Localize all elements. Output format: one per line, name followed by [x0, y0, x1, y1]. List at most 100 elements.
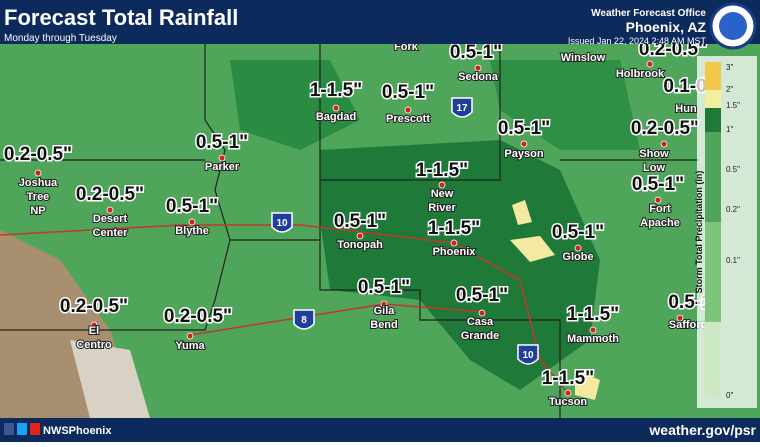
interstate-shield [271, 212, 293, 233]
city-dot [520, 140, 528, 148]
rainfall-amount: 0.5-1" [196, 132, 248, 153]
interstate-number: 17 [456, 103, 468, 114]
city-dot [646, 60, 654, 68]
city-name: Hun [675, 103, 697, 115]
city-dot [438, 181, 446, 189]
rainfall-amount: 1-1.5" [428, 218, 480, 239]
legend-swatch [705, 322, 721, 398]
rainfall-amount: 0.5-1" [552, 222, 604, 243]
legend-label: 0.1" [726, 256, 740, 265]
location: Phoenix, AZ [626, 19, 707, 35]
legend-swatch [705, 62, 721, 90]
city-name: Bagdad [316, 111, 356, 123]
interstate-shield [293, 309, 315, 330]
city-name: River [428, 202, 456, 214]
city-name: Joshua [19, 177, 58, 189]
interstate-shield [451, 97, 473, 118]
city-dot [478, 309, 486, 317]
legend-label: 1.5" [726, 101, 740, 110]
city-name: Bend [370, 319, 398, 331]
city-dot [186, 332, 194, 340]
legend-label: 2" [726, 85, 733, 94]
city-name: Apache [640, 217, 680, 229]
city-name: Tree [27, 191, 50, 203]
city-name: Grande [461, 330, 500, 342]
city-dot [574, 244, 582, 252]
city-dot [34, 169, 42, 177]
desert-terrain [70, 340, 150, 418]
city-dot [404, 106, 412, 114]
interstate-shield [517, 344, 539, 365]
city-name: Casa [467, 316, 494, 328]
city-dot [356, 232, 364, 240]
nws-logo-inner [719, 12, 747, 40]
office: Weather Forecast Office [591, 8, 706, 19]
city-dot [332, 104, 340, 112]
rainfall-amount: 0.2-0.5" [76, 184, 144, 205]
subtitle: Monday through Tuesday [4, 33, 117, 44]
header-bar [0, 0, 760, 44]
legend-label: 3" [726, 63, 733, 72]
city-dot [90, 321, 98, 329]
city-dot [380, 300, 388, 308]
legend-title: Storm Total Precipitation (in) [694, 171, 704, 294]
city-dot [106, 206, 114, 214]
city-name: Desert [93, 213, 128, 225]
city-name: Yuma [175, 340, 205, 352]
interstate-number: 10 [276, 218, 288, 229]
city-dot [450, 239, 458, 247]
issued: Issued Jan 22, 2024 2:48 AM MST [568, 36, 707, 46]
facebook-icon [4, 423, 14, 435]
rainfall-amount: 0.5-1" [358, 277, 410, 298]
city-dot [474, 64, 482, 72]
city-dot [589, 326, 597, 334]
city-name: Mammoth [567, 333, 619, 345]
city-name: Center [93, 227, 129, 239]
interstate-number: 10 [522, 350, 534, 361]
city-name: Sedona [458, 71, 499, 83]
legend-label: 1" [726, 125, 733, 134]
city-name: Show [639, 148, 669, 160]
city-name: Low [643, 162, 665, 174]
city-name: Globe [562, 251, 593, 263]
city-name: New [431, 188, 454, 200]
city-name: El [89, 325, 99, 337]
title: Forecast Total Rainfall [4, 5, 238, 30]
city-name: Payson [504, 148, 543, 160]
footer-handle: NWSPhoenix [43, 425, 112, 437]
rainfall-amount: 1-1.5" [416, 160, 468, 181]
city-name: Blythe [175, 225, 209, 237]
rain-area [230, 60, 360, 150]
city-dot [564, 389, 572, 397]
city-name: Phoenix [433, 246, 477, 258]
rainfall-amount: 0.5-1" [632, 174, 684, 195]
rainfall-amount: 0.5-1" [334, 211, 386, 232]
rainfall-amount: 0.5-1" [456, 285, 508, 306]
rainfall-amount: 0.5-1" [382, 82, 434, 103]
legend-label: 0.5" [726, 165, 740, 174]
legend-swatch [705, 108, 721, 132]
city-name: Holbrook [616, 68, 665, 80]
footer-url: weather.gov/psr [648, 422, 756, 438]
city-name: Prescott [386, 113, 430, 125]
rainfall-amount: 1-1.5" [567, 304, 619, 325]
heavy-rain-area [320, 140, 600, 390]
rainfall-amount: 1-1.5" [542, 368, 594, 389]
legend-swatch [705, 90, 721, 108]
youtube-icon [30, 423, 40, 435]
rainfall-amount: 0.2-0.5" [631, 118, 699, 139]
city-name: Parker [205, 161, 240, 173]
city-dot [654, 196, 662, 204]
rain-area [490, 60, 640, 150]
interstate-number: 8 [301, 315, 307, 326]
city-dot [188, 218, 196, 226]
rainfall-amount: 0.5-1" [498, 118, 550, 139]
city-name: Fort [649, 203, 671, 215]
light-rain-spot [510, 200, 600, 400]
city-name: Centro [76, 339, 112, 351]
city-name: Gila [374, 305, 396, 317]
legend-swatch [705, 222, 721, 322]
rainfall-amount: 0.2-0.5" [60, 296, 128, 317]
city-name: Tonopah [337, 239, 383, 251]
